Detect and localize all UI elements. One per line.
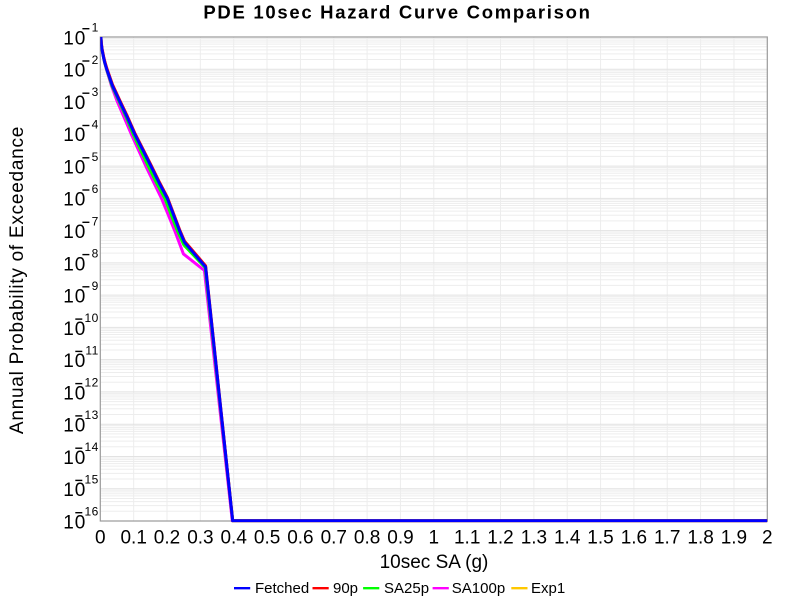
svg-text:13: 13 <box>84 408 98 422</box>
svg-text:1.8: 1.8 <box>687 528 713 549</box>
svg-text:10: 10 <box>84 311 98 325</box>
svg-text:10: 10 <box>63 287 86 308</box>
svg-text:10: 10 <box>63 190 86 211</box>
svg-text:10sec SA (g): 10sec SA (g) <box>380 552 489 573</box>
svg-text:SA100p: SA100p <box>452 580 505 597</box>
svg-text:10: 10 <box>63 93 86 114</box>
svg-text:0.2: 0.2 <box>154 528 180 549</box>
svg-text:3: 3 <box>92 85 99 99</box>
svg-text:1.6: 1.6 <box>621 528 647 549</box>
svg-text:6: 6 <box>92 182 99 196</box>
svg-text:1.7: 1.7 <box>654 528 680 549</box>
svg-text:1.3: 1.3 <box>521 528 547 549</box>
svg-text:10: 10 <box>63 416 86 437</box>
svg-text:1.1: 1.1 <box>454 528 480 549</box>
svg-text:2: 2 <box>762 528 773 549</box>
svg-text:SA25p: SA25p <box>384 580 429 597</box>
svg-text:0.8: 0.8 <box>354 528 380 549</box>
svg-text:10: 10 <box>63 125 86 146</box>
svg-text:10: 10 <box>63 61 86 82</box>
svg-text:16: 16 <box>84 505 98 519</box>
svg-text:14: 14 <box>84 440 98 454</box>
svg-text:7: 7 <box>92 214 99 228</box>
svg-text:0: 0 <box>95 528 106 549</box>
svg-text:10: 10 <box>63 28 86 49</box>
svg-text:5: 5 <box>92 150 99 164</box>
svg-text:11: 11 <box>85 343 98 357</box>
svg-text:0.3: 0.3 <box>187 528 213 549</box>
svg-text:90p: 90p <box>333 580 358 597</box>
svg-text:Fetched: Fetched <box>255 580 309 597</box>
svg-text:Exp1: Exp1 <box>531 580 565 597</box>
svg-text:0.9: 0.9 <box>387 528 413 549</box>
svg-text:10: 10 <box>63 222 86 243</box>
svg-text:15: 15 <box>84 472 98 486</box>
svg-text:1: 1 <box>92 21 99 35</box>
svg-text:8: 8 <box>92 247 99 261</box>
svg-text:10: 10 <box>63 480 86 501</box>
svg-text:10: 10 <box>63 383 86 404</box>
svg-text:12: 12 <box>84 376 98 390</box>
svg-text:10: 10 <box>63 158 86 179</box>
svg-text:0.6: 0.6 <box>287 528 313 549</box>
svg-text:1.2: 1.2 <box>487 528 513 549</box>
svg-text:10: 10 <box>63 254 86 275</box>
svg-text:9: 9 <box>92 279 99 293</box>
svg-text:10: 10 <box>63 448 86 469</box>
svg-text:1.9: 1.9 <box>721 528 747 549</box>
svg-text:2: 2 <box>92 53 99 67</box>
svg-text:PDE 10sec Hazard Curve Compari: PDE 10sec Hazard Curve Comparison <box>203 1 591 22</box>
svg-text:10: 10 <box>63 351 86 372</box>
svg-text:1: 1 <box>429 528 440 549</box>
svg-text:1.5: 1.5 <box>587 528 613 549</box>
svg-text:0.4: 0.4 <box>220 528 247 549</box>
svg-text:4: 4 <box>92 118 99 132</box>
svg-text:1.4: 1.4 <box>554 528 581 549</box>
svg-text:0.5: 0.5 <box>254 528 280 549</box>
svg-text:0.7: 0.7 <box>321 528 347 549</box>
svg-text:10: 10 <box>63 319 86 340</box>
svg-text:0.1: 0.1 <box>120 528 146 549</box>
svg-text:Annual Probability of Exceedan: Annual Probability of Exceedance <box>7 126 28 434</box>
svg-text:10: 10 <box>63 512 86 533</box>
